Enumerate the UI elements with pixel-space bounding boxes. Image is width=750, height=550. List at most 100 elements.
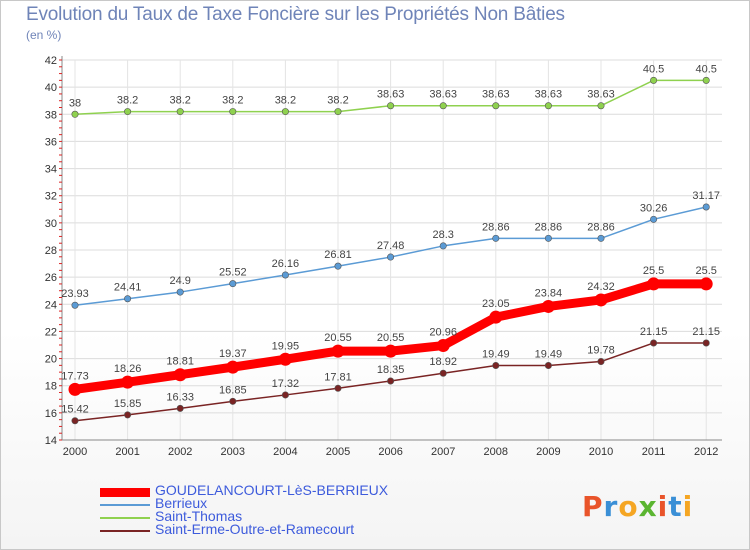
x-tick-label: 2011: [642, 446, 666, 458]
x-tick-label: 2002: [168, 446, 192, 458]
data-point-saint-erme-outre-et-ramecourt: [124, 411, 132, 419]
data-label-goudelancourt-l-s-berrieux: 20.55: [324, 332, 352, 344]
data-label-berrieux: 27.48: [377, 240, 405, 252]
data-point-berrieux: [387, 253, 395, 261]
data-label-saint-thomas: 38.2: [222, 95, 243, 107]
data-point-saint-thomas: [492, 102, 500, 110]
data-label-saint-erme-outre-et-ramecourt: 19.49: [482, 348, 510, 360]
data-point-saint-erme-outre-et-ramecourt: [650, 339, 658, 347]
data-label-berrieux: 24.9: [169, 275, 190, 287]
data-label-goudelancourt-l-s-berrieux: 19.37: [219, 348, 247, 360]
data-point-berrieux: [124, 295, 132, 303]
data-label-goudelancourt-l-s-berrieux: 20.55: [377, 332, 405, 344]
data-point-saint-thomas: [281, 108, 289, 116]
data-label-berrieux: 30.26: [640, 202, 668, 214]
data-point-saint-thomas: [229, 108, 237, 116]
data-label-saint-erme-outre-et-ramecourt: 19.78: [587, 345, 615, 357]
y-tick-label: 42: [45, 55, 57, 67]
data-point-goudelancourt-l-s-berrieux: [331, 344, 345, 358]
data-label-berrieux: 26.16: [272, 258, 300, 270]
data-label-goudelancourt-l-s-berrieux: 25.5: [643, 265, 664, 277]
data-point-saint-thomas: [387, 102, 395, 110]
chart-unit-label: (en %): [26, 28, 62, 42]
data-label-saint-thomas: 38.2: [327, 95, 348, 107]
x-tick-label: 2001: [115, 446, 139, 458]
x-tick-label: 2009: [536, 446, 560, 458]
data-label-saint-erme-outre-et-ramecourt: 18.92: [429, 356, 457, 368]
data-point-saint-erme-outre-et-ramecourt: [334, 384, 342, 392]
data-label-saint-thomas: 38.63: [377, 89, 405, 101]
data-label-saint-thomas: 38.2: [275, 95, 296, 107]
data-point-berrieux: [281, 271, 289, 279]
data-label-saint-thomas: 38.2: [169, 95, 190, 107]
x-tick-label: 2006: [378, 446, 402, 458]
data-point-saint-erme-outre-et-ramecourt: [71, 417, 79, 425]
data-label-saint-thomas: 40.5: [695, 63, 716, 75]
y-tick-label: 24: [45, 299, 57, 311]
data-point-goudelancourt-l-s-berrieux: [68, 382, 82, 396]
x-tick-label: 2010: [589, 446, 613, 458]
y-tick-label: 14: [45, 435, 57, 447]
logo-letter: i: [657, 490, 669, 523]
y-tick-label: 20: [45, 354, 57, 366]
x-tick-label: 2008: [484, 446, 508, 458]
data-point-berrieux: [334, 262, 342, 270]
data-label-saint-thomas: 38.63: [587, 89, 615, 101]
data-point-saint-thomas: [71, 110, 79, 118]
y-tick-label: 38: [45, 109, 57, 121]
data-label-saint-erme-outre-et-ramecourt: 21.15: [692, 326, 720, 338]
x-tick-label: 2004: [273, 446, 297, 458]
logo-letter: P: [582, 490, 604, 523]
data-label-goudelancourt-l-s-berrieux: 20.96: [429, 327, 457, 339]
logo-letter: x: [638, 490, 658, 523]
data-point-saint-erme-outre-et-ramecourt: [597, 358, 605, 366]
data-point-saint-thomas: [334, 108, 342, 116]
data-label-saint-erme-outre-et-ramecourt: 16.85: [219, 384, 247, 396]
data-label-goudelancourt-l-s-berrieux: 18.26: [114, 363, 142, 375]
data-point-saint-thomas: [650, 76, 658, 84]
data-label-goudelancourt-l-s-berrieux: 23.05: [482, 298, 510, 310]
data-label-goudelancourt-l-s-berrieux: 23.84: [535, 287, 563, 299]
data-label-berrieux: 28.3: [432, 229, 453, 241]
data-point-goudelancourt-l-s-berrieux: [226, 360, 240, 374]
x-tick-label: 2003: [221, 446, 245, 458]
data-point-saint-erme-outre-et-ramecourt: [387, 377, 395, 385]
y-tick-label: 34: [45, 164, 57, 176]
logo-letter: r: [603, 490, 619, 523]
data-label-saint-thomas: 38: [69, 97, 81, 109]
logo-letter: o: [618, 490, 639, 523]
data-point-berrieux: [229, 280, 237, 288]
data-label-saint-erme-outre-et-ramecourt: 21.15: [640, 326, 668, 338]
y-tick-label: 28: [45, 245, 57, 257]
legend-swatch: [100, 530, 150, 532]
y-tick-label: 36: [45, 136, 57, 148]
data-point-goudelancourt-l-s-berrieux: [699, 277, 713, 291]
data-label-saint-erme-outre-et-ramecourt: 19.49: [535, 348, 563, 360]
data-label-berrieux: 28.86: [482, 221, 510, 233]
x-tick-label: 2007: [431, 446, 455, 458]
data-label-saint-thomas: 40.5: [643, 63, 664, 75]
data-point-goudelancourt-l-s-berrieux: [278, 352, 292, 366]
legend-swatch: [100, 488, 150, 497]
data-point-saint-erme-outre-et-ramecourt: [544, 361, 552, 369]
data-point-goudelancourt-l-s-berrieux: [647, 277, 661, 291]
data-point-goudelancourt-l-s-berrieux: [594, 293, 608, 307]
y-tick-label: 32: [45, 191, 57, 203]
x-tick-label: 2012: [694, 446, 718, 458]
data-label-berrieux: 31.17: [692, 190, 720, 202]
data-label-saint-thomas: 38.63: [482, 89, 510, 101]
data-label-saint-thomas: 38.2: [117, 95, 138, 107]
data-point-berrieux: [544, 234, 552, 242]
data-point-berrieux: [439, 242, 447, 250]
data-point-berrieux: [650, 215, 658, 223]
data-label-saint-erme-outre-et-ramecourt: 16.33: [166, 391, 194, 403]
legend-label: Saint-Thomas: [155, 508, 243, 524]
data-point-goudelancourt-l-s-berrieux: [436, 339, 450, 353]
data-point-berrieux: [176, 288, 184, 296]
data-point-saint-erme-outre-et-ramecourt: [439, 369, 447, 377]
data-label-saint-erme-outre-et-ramecourt: 15.85: [114, 398, 142, 410]
x-tick-label: 2005: [326, 446, 350, 458]
data-label-saint-erme-outre-et-ramecourt: 17.32: [272, 378, 300, 390]
